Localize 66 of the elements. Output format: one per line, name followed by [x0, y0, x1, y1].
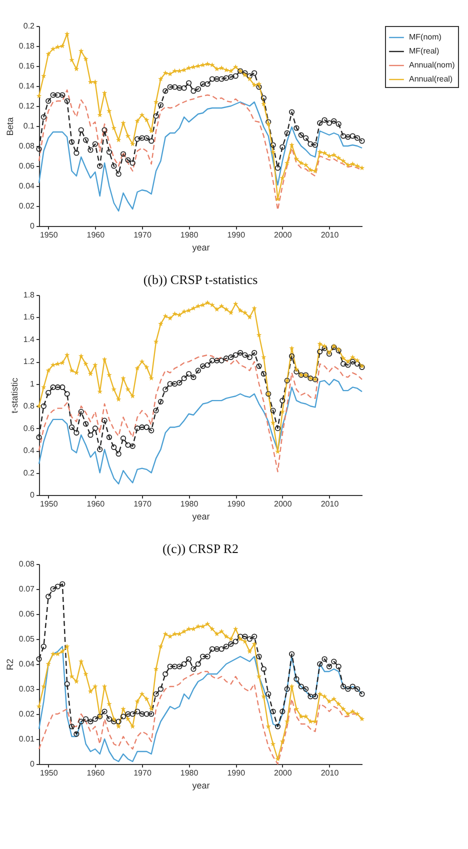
y-tick-label: 0.01 — [18, 734, 36, 744]
line-series — [38, 354, 363, 472]
y-tick-label: 0.04 — [18, 660, 36, 668]
x-tick-label: 1970 — [134, 500, 152, 508]
legend-label: Annual(nom) — [409, 60, 456, 70]
x-tick-label: 1990 — [227, 500, 246, 508]
x-tick-label: 2010 — [320, 768, 340, 778]
y-tick-label: 0.14 — [18, 82, 36, 90]
y-tick-label: 0.07 — [18, 584, 36, 594]
y-tick-label: 0.04 — [18, 182, 36, 190]
y-tick-label: 1.4 — [23, 334, 36, 344]
y-tick-label: 0.08 — [18, 142, 36, 150]
chart-title: ((c)) CRSP R2 — [162, 541, 239, 556]
legend-label: MF(real) — [409, 46, 440, 56]
y-axis-title: t-statistic — [9, 377, 20, 414]
y-tick-label: 0.2 — [23, 468, 36, 478]
x-axis-title: year — [192, 512, 210, 522]
legend-label: MF(nom) — [409, 32, 442, 42]
y-tick-label: 0.12 — [18, 102, 36, 110]
y-tick-label: 1.6 — [23, 312, 36, 322]
x-tick-label: 2010 — [320, 230, 340, 240]
x-tick-label: 2000 — [274, 500, 292, 508]
y-tick-label: 0 — [30, 222, 36, 230]
y-tick-label: 0.02 — [18, 710, 36, 718]
x-tick-label: 1960 — [86, 230, 106, 240]
y-tick-label: 0.2 — [23, 22, 36, 30]
x-axis-title: year — [192, 780, 210, 790]
y-tick-label: 1 — [30, 379, 36, 388]
y-tick-label: 0.16 — [18, 62, 36, 70]
x-tick-label: 2000 — [274, 230, 292, 240]
x-tick-label: 1960 — [86, 500, 106, 508]
x-tick-label: 1990 — [227, 768, 246, 778]
y-tick-label: 0.08 — [18, 560, 36, 568]
y-tick-label: 0 — [30, 490, 36, 500]
y-tick-label: 0.06 — [18, 162, 36, 170]
y-tick-label: 0.4 — [23, 446, 36, 456]
y-tick-label: 0 — [30, 760, 36, 768]
y-tick-label: 1.2 — [23, 357, 36, 366]
x-tick-label: 1970 — [134, 768, 152, 778]
y-tick-label: 1.8 — [23, 290, 36, 300]
y-tick-label: 0.05 — [18, 634, 36, 644]
x-tick-label: 2010 — [320, 500, 340, 508]
x-tick-label: 1980 — [180, 768, 199, 778]
x-tick-label: 1950 — [40, 230, 58, 240]
x-tick-label: 1990 — [227, 230, 246, 240]
line-series — [38, 378, 363, 484]
chart-title: ((b)) CRSP t-statistics — [143, 272, 258, 287]
x-tick-label: 1970 — [134, 230, 152, 240]
y-tick-label: 0.03 — [18, 684, 36, 694]
y-tick-label: 0.6 — [23, 424, 36, 433]
legend-label: Annual(real) — [409, 74, 453, 84]
line-series — [38, 646, 363, 762]
x-axis-title: year — [192, 242, 210, 252]
y-tick-label: 0.8 — [23, 402, 36, 411]
x-tick-label: 1980 — [180, 230, 199, 240]
y-axis-title: Beta — [4, 117, 15, 136]
x-tick-label: 1950 — [40, 768, 58, 778]
y-tick-label: 0.18 — [18, 42, 36, 50]
x-tick-label: 2000 — [274, 768, 292, 778]
x-tick-label: 1950 — [40, 500, 58, 508]
y-tick-label: 0.06 — [18, 610, 36, 618]
y-axis-title: R2 — [4, 658, 15, 670]
y-tick-label: 0.02 — [18, 202, 36, 210]
y-tick-label: 0.1 — [23, 122, 36, 130]
x-tick-label: 1960 — [86, 768, 106, 778]
x-tick-label: 1980 — [180, 500, 199, 508]
